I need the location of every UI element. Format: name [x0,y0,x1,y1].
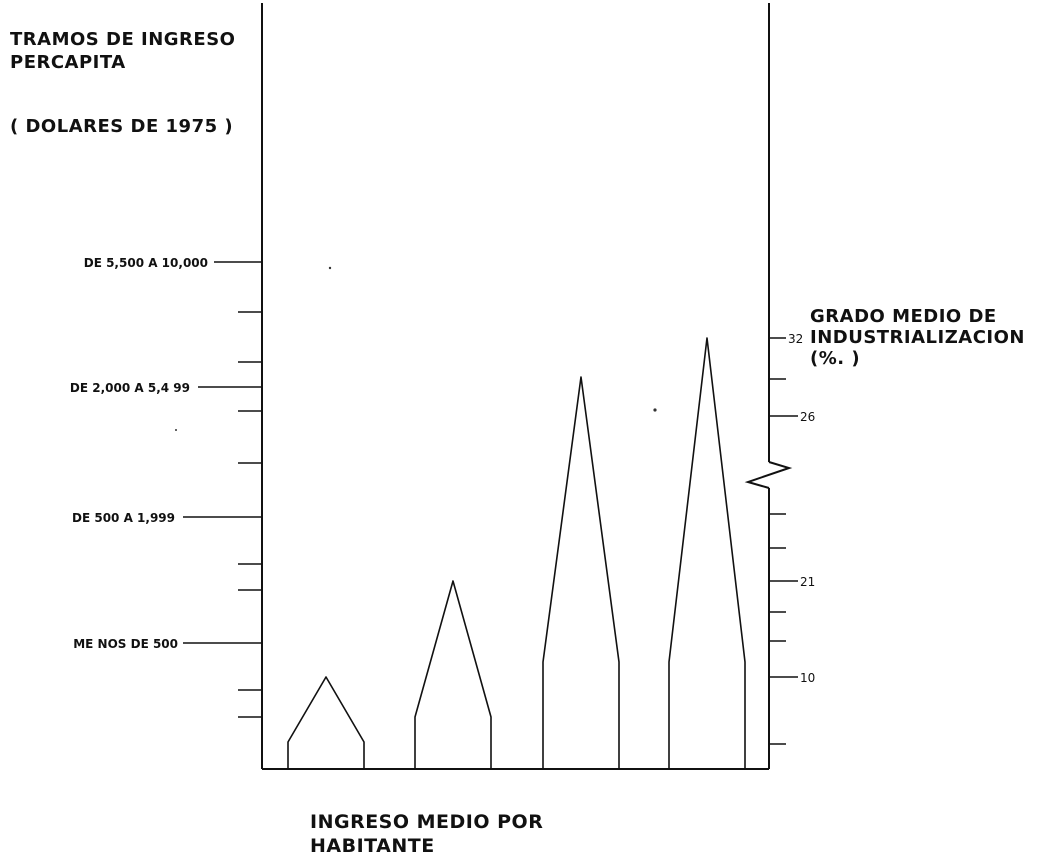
right-axis-title-line-3: (%. ) [810,348,861,369]
right-ticks [769,337,798,745]
x-axis-label: INGRESO MEDIO POR HABITANTE [310,810,543,858]
peak-2 [414,580,492,769]
peak-1 [287,676,365,769]
right-tick-label-10: 10 [800,671,816,685]
right-axis-title-line-1: GRADO MEDIO DE [810,306,997,327]
peaks [287,337,746,769]
peak-3 [542,376,620,769]
left-axis-title: TRAMOS DE INGRESO PERCAPITA [10,28,235,74]
right-axis-title: GRADO MEDIO DE INDUSTRIALIZACION (%. ) [810,306,1025,369]
x-axis-label-line-1: INGRESO MEDIO POR [310,811,544,833]
right-tick-label-26: 26 [800,410,816,424]
stray-mark-2 [653,408,657,412]
bracket-label-menos-500: ME NOS DE 500 [73,637,178,651]
peak-4 [668,337,746,769]
left-axis-title-line-2: PERCAPITA [10,52,126,73]
left-axis-title-line-1: TRAMOS DE INGRESO [10,29,236,50]
right-axis-title-line-2: INDUSTRIALIZACION [810,327,1025,348]
stray-marks [175,266,657,431]
right-tick-label-32: 32 [788,332,804,346]
bracket-label-500-1999: DE 500 A 1,999 [72,511,175,525]
left-axis-subtitle: ( DOLARES DE 1975 ) [10,116,234,137]
plot-frame [261,3,793,770]
bracket-label-2000-5499: DE 2,000 A 5,4 99 [69,381,190,395]
stray-mark-1 [328,266,332,270]
left-ticks [183,261,262,718]
x-axis-label-line-2: HABITANTE [310,835,435,857]
right-axis-break [744,461,793,489]
stray-mark-3 [175,429,177,431]
bracket-label-5500-10000: DE 5,500 A 10,000 [83,256,208,270]
right-tick-label-21: 21 [800,575,816,589]
